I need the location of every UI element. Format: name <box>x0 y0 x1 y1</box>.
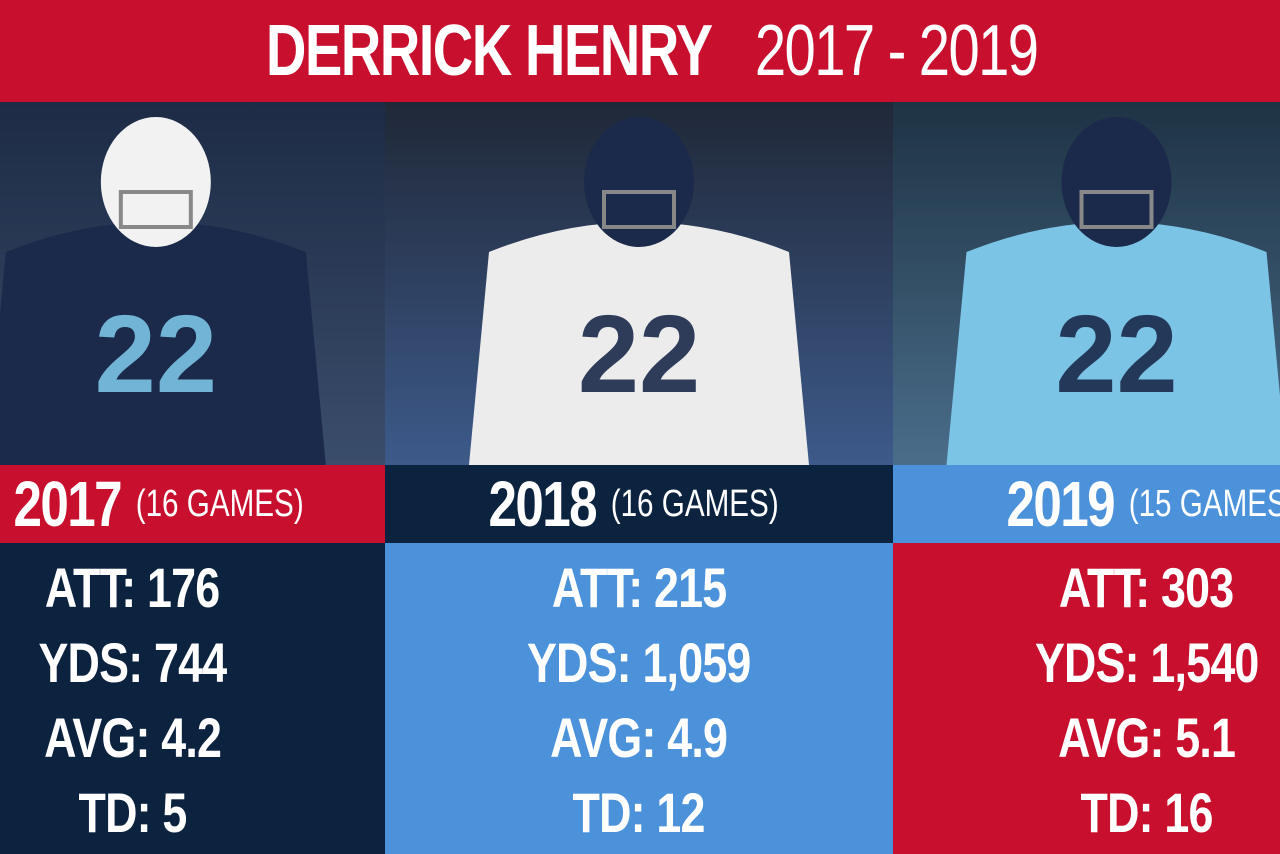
stat-label: AVG: <box>550 706 656 769</box>
stat-value: 176 <box>147 556 220 619</box>
stat-line: AVG: 4.9 <box>385 705 893 770</box>
stat-label: AVG: <box>43 706 150 769</box>
stat-label: YDS: <box>1034 631 1140 694</box>
games-played: (15 GAMES) <box>1129 482 1280 525</box>
stat-line: AVG: 5.1 <box>953 705 1280 770</box>
stat-label: ATT: <box>1059 556 1150 619</box>
stat-label: TD: <box>1080 781 1153 844</box>
stats-panel: ATT: 176 YDS: 744 AVG: 4.2 TD: 5 <box>0 543 385 854</box>
stat-line: TD: 16 <box>953 780 1280 845</box>
year-bar: 2018 (16 GAMES) <box>385 465 893 543</box>
year-column: 22 2019 (15 GAMES) ATT: 303 YDS: 1,540 AVG: … <box>893 102 1280 854</box>
photo-art: 22 <box>893 102 1280 465</box>
stat-line: YDS: 744 <box>0 630 325 695</box>
photo-art: 22 <box>0 102 385 465</box>
stat-text: AVG: 5.1 <box>1057 705 1236 770</box>
stats-panel: ATT: 215 YDS: 1,059 AVG: 4.9 TD: 12 <box>385 543 893 854</box>
stat-value: 744 <box>154 631 227 694</box>
stat-text: TD: 16 <box>1080 780 1213 845</box>
year-bar: 2019 (15 GAMES) <box>893 465 1280 543</box>
stat-text: ATT: 303 <box>1059 555 1234 620</box>
stat-line: AVG: 4.2 <box>0 705 325 770</box>
stat-line: ATT: 303 <box>953 555 1280 620</box>
stat-value: 5.1 <box>1175 706 1236 769</box>
stat-label: AVG: <box>1057 706 1164 769</box>
stat-value: 215 <box>653 556 727 619</box>
player-photo: 22 <box>385 102 893 465</box>
player-name: DERRICK HENRY <box>265 11 713 91</box>
stat-value: 303 <box>1161 556 1234 619</box>
stat-text: AVG: 4.9 <box>550 705 729 770</box>
stat-label: ATT: <box>551 556 643 619</box>
stat-label: TD: <box>572 781 646 844</box>
season-year: 2017 <box>13 468 122 540</box>
stat-line: YDS: 1,540 <box>953 630 1280 695</box>
stat-line: YDS: 1,059 <box>385 630 893 695</box>
stat-text: ATT: 215 <box>552 555 727 620</box>
stat-value: 12 <box>656 781 706 844</box>
stat-line: TD: 5 <box>0 780 325 845</box>
stat-text: TD: 5 <box>78 780 187 845</box>
stat-value: 1,540 <box>1150 631 1259 694</box>
stat-value: 4.2 <box>161 706 222 769</box>
stat-label: YDS: <box>527 631 632 694</box>
season-year: 2018 <box>488 468 598 540</box>
stat-value: 1,059 <box>642 631 752 694</box>
year-bar: 2017 (16 GAMES) <box>0 465 385 543</box>
stat-label: YDS: <box>38 631 144 694</box>
games-played: (16 GAMES) <box>136 482 305 525</box>
stat-line: ATT: 215 <box>385 555 893 620</box>
stat-text: TD: 12 <box>572 780 706 845</box>
stat-text: YDS: 1,540 <box>1035 630 1259 695</box>
year-column: 22 2017 (16 GAMES) ATT: 176 YDS: 744 AVG: 4.… <box>0 102 385 854</box>
svg-text:22: 22 <box>95 293 217 416</box>
stat-text: ATT: 176 <box>45 555 220 620</box>
season-year: 2019 <box>1006 468 1115 540</box>
stat-value: 16 <box>1164 781 1213 844</box>
stat-text: YDS: 744 <box>38 630 228 695</box>
stat-label: TD: <box>78 781 151 844</box>
stat-line: TD: 12 <box>385 780 893 845</box>
stat-label: ATT: <box>45 556 136 619</box>
svg-text:22: 22 <box>1055 293 1177 416</box>
stat-text: AVG: 4.2 <box>43 705 222 770</box>
year-range: 2017 - 2019 <box>754 11 1038 91</box>
player-photo: 22 <box>0 102 385 465</box>
stat-value: 4.9 <box>667 706 729 769</box>
year-column: 22 2018 (16 GAMES) ATT: 215 YDS: 1,059 AVG: … <box>385 102 893 854</box>
stat-text: YDS: 1,059 <box>527 630 751 695</box>
player-photo: 22 <box>893 102 1280 465</box>
stat-value: 5 <box>162 781 187 844</box>
stat-line: ATT: 176 <box>0 555 325 620</box>
header: DERRICK HENRY 2017 - 2019 <box>0 0 1280 102</box>
stats-panel: ATT: 303 YDS: 1,540 AVG: 5.1 TD: 16 <box>893 543 1280 854</box>
photo-art: 22 <box>385 102 893 465</box>
games-played: (16 GAMES) <box>611 482 780 525</box>
svg-text:22: 22 <box>578 293 700 416</box>
